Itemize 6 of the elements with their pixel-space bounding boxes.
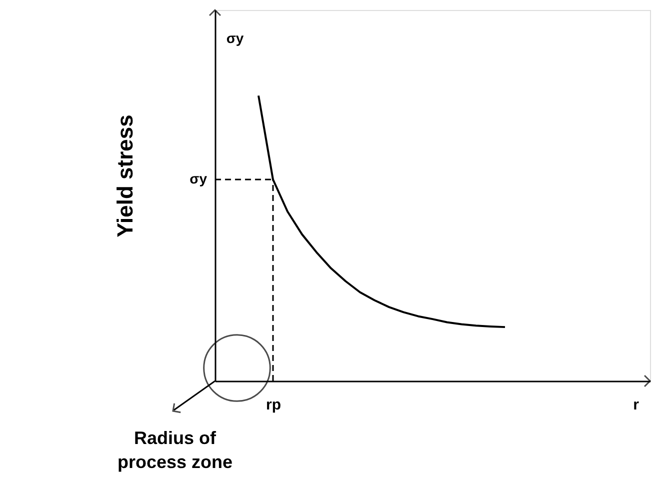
x-tick-label: r <box>633 396 640 414</box>
text: σy <box>226 30 244 46</box>
ref-line-label: σy <box>190 170 208 187</box>
text: Radius of process zone <box>117 428 233 472</box>
x-tick-label: rp <box>266 396 281 414</box>
y-axis-title: Yield stress <box>112 114 138 238</box>
